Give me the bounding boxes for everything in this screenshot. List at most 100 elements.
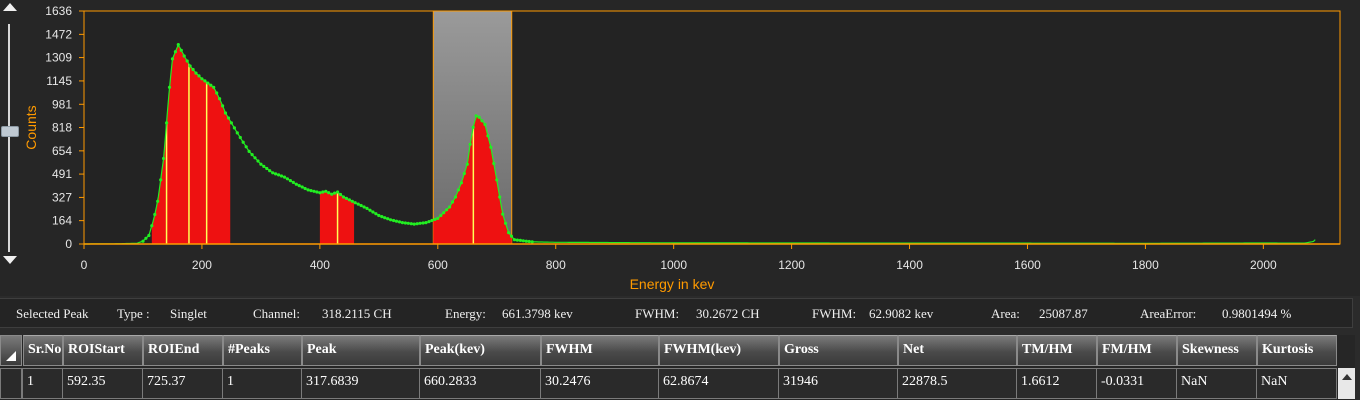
spectrum-point (406, 221, 410, 225)
spectrum-point (235, 131, 239, 135)
spectrum-point (324, 189, 328, 193)
spectrum-point (439, 213, 443, 218)
row-header[interactable] (0, 368, 22, 399)
table-row[interactable] (22, 368, 1337, 399)
cell-gross[interactable]: 31946 (779, 368, 898, 398)
column-header-fwhm[interactable]: FWHM (541, 335, 659, 366)
table-vertical-scrollbar[interactable] (1338, 368, 1355, 399)
column-header-gross[interactable]: Gross (779, 335, 898, 366)
cell-kurtosis[interactable]: NaN (1257, 368, 1337, 398)
y-tick-label: 1309 (45, 51, 72, 65)
column-header-roi-end[interactable]: ROIEnd (143, 335, 223, 366)
scroll-track[interactable] (8, 24, 10, 252)
spectrum-point (515, 238, 520, 242)
cell-net[interactable]: 22878.5 (898, 368, 1017, 398)
spectrum-point (200, 77, 204, 81)
cell-fm-hm[interactable]: -0.0331 (1097, 368, 1177, 398)
spectrum-point (442, 211, 446, 215)
column-header-net[interactable]: Net (898, 335, 1017, 366)
column-header-sr-no[interactable]: Sr.No (23, 335, 63, 366)
column-header-fwhm-kev[interactable]: FWHM(kev) (659, 335, 779, 366)
roi-region-3[interactable] (433, 116, 512, 244)
spectrum-point (424, 221, 428, 225)
spectrum-point (291, 180, 295, 184)
spectrum-point (159, 178, 163, 182)
spectrum-point (418, 221, 422, 225)
table-scroll-up-icon[interactable] (1342, 374, 1352, 380)
cell-peaks[interactable]: 1 (223, 368, 302, 398)
cell-skewness[interactable]: NaN (1177, 368, 1257, 398)
spectrum-point (480, 119, 484, 123)
cell-peak-kev[interactable]: 660.2833 (420, 368, 541, 398)
cell-sr-no[interactable]: 1 (23, 368, 63, 398)
y-tick-label: 981 (52, 97, 72, 111)
roi-region-1[interactable] (151, 45, 231, 244)
select-all-triangle-icon (6, 351, 16, 361)
spectrum-point (392, 218, 396, 223)
scroll-thumb[interactable] (1, 126, 19, 137)
scroll-down-arrow-icon[interactable] (3, 256, 17, 264)
column-header-peaks[interactable]: #Peaks (223, 335, 302, 366)
cell-peak[interactable]: 317.6839 (302, 368, 420, 398)
spectrum-point (268, 169, 272, 173)
spectrum-point (409, 222, 413, 226)
spectrum-point (468, 142, 472, 146)
spectrum-point (147, 233, 151, 238)
spectrum-point (433, 217, 437, 221)
x-tick-label: 1000 (660, 258, 687, 272)
spectrum-point (448, 205, 452, 209)
spectrum-plot[interactable]: 0 200 400 600 800 1000 1200 1400 1600 1800 2000 0 16… (0, 0, 1360, 296)
spectrum-point (259, 162, 263, 166)
column-header-roi-start[interactable]: ROIStart (63, 335, 143, 366)
cell-fwhm[interactable]: 30.2476 (541, 368, 659, 398)
spectrum-point (459, 181, 463, 185)
spectrum-point (436, 216, 440, 220)
spectrum-point (368, 208, 372, 212)
select-all-corner[interactable] (0, 335, 22, 366)
spectrum-point (530, 240, 534, 244)
cell-fwhm-kev[interactable]: 62.8674 (659, 368, 779, 398)
peak-results-table[interactable]: Sr.No ROIStart ROIEnd #Peaks Peak Peak(k… (0, 335, 1355, 400)
x-tick-label: 1800 (1132, 258, 1159, 272)
spectrum-point (327, 191, 331, 195)
spectrum-point (465, 162, 469, 166)
column-header-fm-hm[interactable]: FM/HM (1097, 335, 1177, 366)
spectrum-point (218, 97, 222, 101)
spectrum-point (359, 203, 363, 208)
spectrum-point (241, 140, 245, 144)
spectrum-point (474, 114, 478, 118)
column-header-peak[interactable]: Peak (302, 335, 420, 366)
spectrum-point (165, 121, 169, 125)
cell-roi-start[interactable]: 592.35 (63, 368, 143, 398)
scroll-up-arrow-icon[interactable] (3, 3, 17, 11)
spectrum-point (303, 186, 307, 191)
column-header-kurtosis[interactable]: Kurtosis (1257, 335, 1337, 366)
spectrum-point (403, 221, 407, 225)
selected-peak-label: Selected Peak (16, 306, 89, 321)
spectrum-point (170, 57, 175, 61)
zoom-scrollbar[interactable] (0, 0, 22, 270)
spectrum-point (400, 221, 404, 225)
spectrum-point (250, 153, 254, 157)
spectrum-point (162, 156, 166, 161)
spectrum-point (212, 85, 216, 89)
spectrum-point (206, 81, 210, 85)
spectrum-point (509, 234, 514, 238)
spectrum-point (312, 189, 316, 193)
column-header-tm-hm[interactable]: TM/HM (1017, 335, 1097, 366)
spectrum-point (156, 199, 160, 203)
spectrum-chart[interactable]: 0 200 400 600 800 1000 1200 1400 1600 1800 2000 0 16… (0, 0, 1360, 296)
cell-tm-hm[interactable]: 1.6612 (1017, 368, 1097, 398)
spectrum-point (489, 145, 493, 149)
column-header-peak-kev[interactable]: Peak(kev) (420, 335, 541, 366)
spectrum-point (486, 134, 490, 138)
spectrum-point (294, 182, 298, 186)
spectrum-point (153, 212, 157, 217)
y-tick-label: 818 (52, 121, 72, 135)
spectrum-point (507, 231, 511, 235)
spectrum-point (232, 126, 236, 130)
spectrum-point (412, 222, 416, 226)
column-header-skewness[interactable]: Skewness (1177, 335, 1257, 366)
cell-roi-end[interactable]: 725.37 (143, 368, 223, 398)
spectrum-point (182, 54, 186, 58)
